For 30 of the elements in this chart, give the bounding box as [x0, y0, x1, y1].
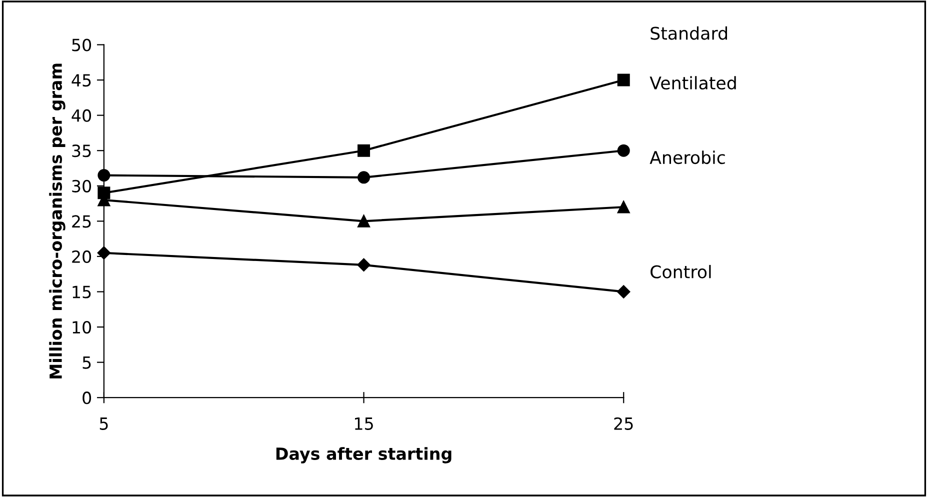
y-tick-label: 40	[72, 109, 92, 122]
y-tick-label: 15	[72, 286, 91, 298]
y-tick-label: 20	[72, 250, 92, 264]
point	[357, 258, 370, 272]
x-tick-label: 5	[100, 418, 108, 430]
y-tick-label: 10	[72, 320, 92, 334]
point	[98, 169, 110, 182]
y-tick-label: 25	[72, 215, 91, 228]
x-axis-title: Days after starting	[276, 447, 452, 464]
text: Standard	[650, 26, 728, 40]
y-tick-label: 0	[82, 392, 92, 404]
point	[617, 74, 630, 86]
y-tick-label: 30	[72, 180, 92, 192]
point	[358, 144, 370, 157]
point	[97, 246, 111, 260]
y-tick-label: 50	[72, 38, 92, 52]
y-tick-label: 35	[72, 144, 91, 158]
point	[617, 144, 630, 157]
point	[358, 171, 370, 184]
y-tick-label: 45	[72, 74, 91, 87]
point	[617, 200, 630, 214]
y-tick-label: 5	[82, 356, 91, 369]
point	[617, 285, 630, 298]
x-tick-label: 15	[355, 418, 373, 430]
series-label: Control	[650, 264, 711, 278]
text: Ventilated	[650, 76, 736, 90]
y-axis-title: Million micro-organisms per gram	[49, 64, 66, 378]
text: Anerobic	[650, 150, 725, 164]
x-tick-label: 25	[614, 417, 633, 430]
point	[358, 214, 370, 228]
